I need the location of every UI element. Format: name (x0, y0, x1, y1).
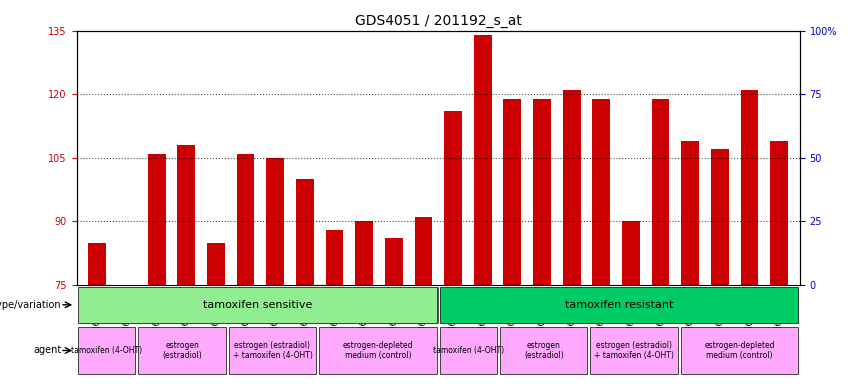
Text: estrogen (estradiol)
+ tamoxifen (4-OHT): estrogen (estradiol) + tamoxifen (4-OHT) (232, 341, 312, 360)
Text: estrogen
(estradiol): estrogen (estradiol) (524, 341, 563, 360)
Bar (89, 243, 106, 285)
Text: estrogen-depleted
medium (control): estrogen-depleted medium (control) (705, 341, 775, 360)
Bar (326, 230, 344, 285)
Bar (592, 99, 610, 285)
Bar (177, 145, 195, 285)
Bar (355, 222, 373, 285)
Bar (414, 217, 432, 285)
Bar (770, 141, 788, 285)
Text: estrogen (estradiol)
+ tamoxifen (4-OHT): estrogen (estradiol) + tamoxifen (4-OHT) (594, 341, 674, 360)
FancyBboxPatch shape (591, 327, 678, 374)
Bar (682, 141, 700, 285)
Text: tamoxifen (4-OHT): tamoxifen (4-OHT) (71, 346, 142, 355)
FancyBboxPatch shape (229, 327, 317, 374)
Bar (652, 99, 670, 285)
Bar (444, 111, 462, 285)
Bar (711, 149, 728, 285)
Bar (622, 222, 640, 285)
FancyBboxPatch shape (440, 287, 798, 323)
Bar (533, 99, 551, 285)
Bar (148, 154, 166, 285)
FancyBboxPatch shape (139, 327, 226, 374)
Text: tamoxifen resistant: tamoxifen resistant (565, 300, 673, 310)
Text: agent: agent (33, 346, 61, 356)
Text: estrogen
(estradiol): estrogen (estradiol) (163, 341, 202, 360)
Text: tamoxifen (4-OHT): tamoxifen (4-OHT) (433, 346, 504, 355)
Bar (266, 158, 284, 285)
FancyBboxPatch shape (319, 327, 437, 374)
Bar (237, 154, 254, 285)
FancyBboxPatch shape (78, 287, 437, 323)
FancyBboxPatch shape (78, 327, 135, 374)
FancyBboxPatch shape (681, 327, 798, 374)
Text: estrogen-depleted
medium (control): estrogen-depleted medium (control) (343, 341, 414, 360)
Bar (474, 35, 492, 285)
Text: genotype/variation: genotype/variation (0, 300, 61, 310)
Title: GDS4051 / 201192_s_at: GDS4051 / 201192_s_at (355, 14, 522, 28)
Bar (207, 243, 225, 285)
Bar (296, 179, 314, 285)
Bar (385, 238, 403, 285)
Bar (563, 90, 580, 285)
Bar (740, 90, 758, 285)
FancyBboxPatch shape (500, 327, 587, 374)
Bar (504, 99, 522, 285)
Text: tamoxifen sensitive: tamoxifen sensitive (203, 300, 312, 310)
FancyBboxPatch shape (440, 327, 497, 374)
